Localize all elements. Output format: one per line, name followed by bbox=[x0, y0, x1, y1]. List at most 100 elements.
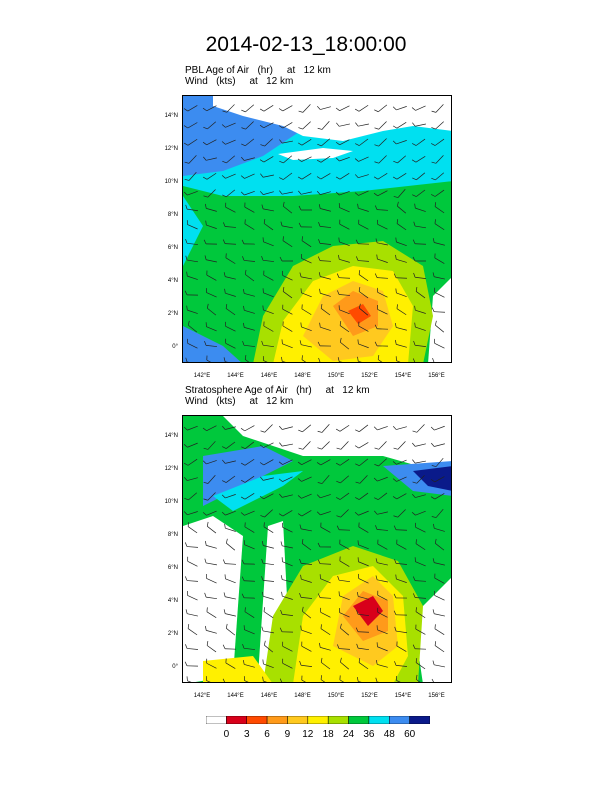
wind-barb bbox=[317, 121, 330, 130]
wind-barb bbox=[244, 202, 255, 213]
wind-barb bbox=[298, 441, 311, 450]
wind-barb bbox=[374, 510, 388, 515]
wind-barb bbox=[356, 677, 369, 682]
lat-tick-label: 0° bbox=[172, 664, 178, 670]
wind-barb bbox=[336, 492, 350, 500]
wind-barb bbox=[392, 476, 407, 482]
wind-barb bbox=[434, 538, 445, 551]
wind-barb bbox=[242, 659, 255, 668]
lat-tick-label: 8°N bbox=[167, 532, 178, 538]
wind-barb bbox=[262, 591, 274, 600]
wind-barb bbox=[336, 525, 351, 531]
wind-barb bbox=[317, 424, 330, 433]
wind-barb bbox=[261, 204, 274, 212]
wind-barb bbox=[395, 237, 407, 247]
colorbar-level-label: 18 bbox=[322, 729, 334, 740]
wind-barb bbox=[355, 239, 370, 245]
wind-barb bbox=[225, 623, 236, 636]
wind-barb bbox=[202, 139, 217, 146]
wind-barb bbox=[374, 104, 388, 113]
wind-barb bbox=[241, 121, 254, 130]
wind-barb bbox=[316, 155, 331, 163]
panel2-map bbox=[182, 415, 452, 683]
wind-barb bbox=[335, 139, 350, 146]
wind-barb bbox=[431, 678, 435, 682]
wind-barb bbox=[278, 425, 293, 430]
wind-barb bbox=[187, 590, 198, 601]
wind-barb bbox=[183, 105, 198, 112]
wind-barb bbox=[335, 424, 350, 432]
wind-barb bbox=[338, 254, 350, 263]
wind-barb bbox=[185, 204, 198, 212]
wind-barb bbox=[339, 556, 350, 567]
lon-tick-label: 154°E bbox=[394, 373, 412, 379]
wind-barb bbox=[414, 305, 426, 314]
wind-barb bbox=[358, 270, 369, 282]
wind-barb bbox=[301, 355, 312, 362]
wind-barb bbox=[203, 121, 217, 130]
wind-barb bbox=[299, 272, 312, 280]
wind-barb bbox=[279, 190, 293, 195]
wind-barb bbox=[413, 272, 427, 279]
wind-barb bbox=[335, 190, 350, 196]
wind-barb bbox=[355, 492, 369, 500]
wind-barb bbox=[374, 441, 387, 450]
wind-barb bbox=[317, 441, 330, 450]
wind-barb bbox=[320, 624, 331, 636]
wind-barb bbox=[354, 190, 369, 196]
wind-barb bbox=[336, 273, 351, 279]
lat-tick-label: 2°N bbox=[167, 631, 178, 637]
wind-barb bbox=[413, 340, 427, 347]
wind-barb bbox=[263, 522, 274, 533]
wind-barb bbox=[432, 357, 446, 362]
wind-barb bbox=[415, 624, 426, 635]
wind-barb bbox=[244, 269, 255, 282]
wind-barb bbox=[186, 676, 198, 682]
wind-barb bbox=[241, 576, 256, 582]
wind-barb bbox=[244, 354, 255, 362]
wind-barb bbox=[223, 272, 236, 280]
wind-barb bbox=[262, 288, 274, 298]
wind-barb bbox=[279, 172, 293, 180]
wind-barb bbox=[415, 674, 426, 682]
wind-barb bbox=[221, 122, 236, 128]
wind-barb bbox=[221, 494, 236, 499]
wind-barb bbox=[316, 494, 331, 499]
wind-barb bbox=[259, 122, 274, 129]
wind-barb bbox=[204, 255, 217, 263]
wind-barb bbox=[377, 287, 388, 298]
wind-barb bbox=[261, 558, 275, 566]
wind-barb bbox=[204, 592, 217, 600]
wind-barb bbox=[377, 355, 388, 362]
wind-barb bbox=[222, 155, 236, 164]
wind-barb bbox=[204, 341, 218, 347]
wind-barb bbox=[415, 522, 426, 533]
wind-barb bbox=[261, 576, 275, 582]
wind-barb bbox=[282, 201, 293, 214]
colorbar-swatch bbox=[246, 716, 268, 724]
wind-barb bbox=[431, 307, 446, 313]
wind-barb bbox=[226, 538, 236, 551]
wind-barb bbox=[186, 271, 198, 280]
wind-barb bbox=[316, 459, 331, 466]
wind-barb bbox=[300, 322, 312, 332]
wind-barb bbox=[300, 288, 312, 298]
wind-barb bbox=[202, 460, 217, 465]
lat-tick-label: 6°N bbox=[167, 565, 178, 571]
wind-barb bbox=[320, 522, 331, 533]
wind-barb bbox=[282, 236, 293, 248]
wind-barb bbox=[225, 321, 236, 332]
wind-barb bbox=[240, 493, 255, 500]
wind-barb bbox=[377, 304, 388, 315]
wind-barb bbox=[335, 458, 350, 466]
wind-barb bbox=[241, 559, 256, 565]
lon-tick-label: 156°E bbox=[428, 693, 445, 699]
wind-barb bbox=[184, 155, 197, 164]
wind-barb bbox=[373, 476, 388, 482]
wind-barb bbox=[279, 627, 294, 633]
lat-tick-label: 10°N bbox=[164, 179, 178, 185]
wind-barb bbox=[281, 557, 293, 567]
wind-barb bbox=[393, 525, 408, 531]
wind-barb bbox=[415, 539, 426, 551]
wind-barb bbox=[320, 303, 331, 316]
